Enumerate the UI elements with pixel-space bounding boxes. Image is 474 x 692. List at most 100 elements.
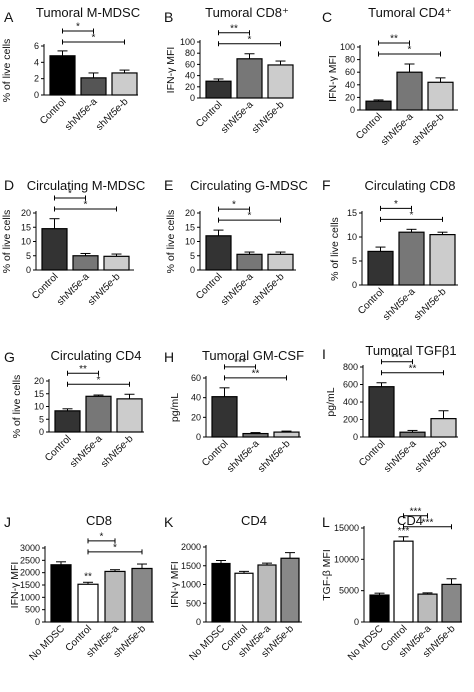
y-tick-label: 0	[196, 617, 201, 627]
bar-significance-label: **	[84, 571, 92, 582]
y-tick-label: 80	[185, 48, 195, 58]
significance-label: ***	[410, 506, 422, 517]
significance-label: ***	[422, 517, 434, 528]
y-tick-label: 0	[354, 617, 359, 627]
panel-letter: F	[322, 177, 331, 193]
panel-letter: K	[164, 514, 174, 530]
y-tick-label: 2000	[181, 542, 201, 552]
bar	[41, 228, 68, 271]
bar	[80, 77, 107, 96]
bar	[398, 231, 425, 286]
chart-panel-f: F Circulating CD8 0 5 10 15 % of live cells Con…	[322, 177, 458, 323]
category-label: Control	[356, 286, 387, 317]
panel-letter: J	[4, 514, 11, 530]
bar	[205, 80, 232, 99]
significance-label: *	[84, 200, 88, 211]
category-label: Control	[38, 96, 69, 127]
y-tick-label: 20	[191, 412, 201, 422]
y-tick-label: 0	[353, 432, 358, 442]
bar	[430, 418, 457, 438]
significance-label: *	[76, 22, 80, 33]
y-tick-label: 1500	[181, 561, 201, 571]
y-tick-label: 0	[190, 93, 195, 103]
significance-label: *	[248, 211, 252, 222]
y-tick-label: 60	[191, 373, 201, 383]
y-tick-label: 0	[26, 265, 31, 275]
y-tick-label: 0	[39, 427, 44, 437]
y-axis-label: % of live cells	[11, 375, 23, 439]
y-tick-label: 2	[34, 74, 39, 84]
y-tick-label: 10	[34, 402, 44, 412]
chart-panel-e: E Circulating G-MDSC 0 5 10 15 20 % of live cel…	[164, 177, 308, 308]
y-tick-label: 80	[345, 55, 355, 65]
chart-title: Tumoral TGFβ1	[365, 343, 456, 358]
category-label: shNt5e-a	[68, 433, 105, 470]
bar	[234, 572, 254, 623]
significance-label: ***	[391, 352, 403, 363]
bar	[417, 593, 438, 623]
y-axis-label: % of live cells	[329, 217, 341, 281]
y-tick-label: 0	[350, 105, 355, 115]
bar	[441, 583, 462, 623]
panel-letter: G	[4, 349, 15, 365]
significance-label: *	[92, 33, 96, 44]
bar	[116, 398, 143, 433]
bar	[368, 386, 395, 438]
bar	[257, 564, 277, 623]
chart-title: Circulating M-MDSC	[27, 178, 145, 193]
category-label: No MDSC	[346, 623, 386, 663]
y-tick-label: 800	[343, 362, 358, 372]
y-tick-label: 1500	[20, 580, 40, 590]
y-axis-label: TGF-β MFI	[321, 549, 333, 601]
y-axis-label: pg/mL	[169, 393, 181, 422]
bar	[111, 72, 138, 96]
panel-letter: D	[4, 177, 14, 193]
y-tick-label: 0	[196, 432, 201, 442]
y-axis-label: % of live cells	[1, 210, 13, 274]
y-tick-label: 0	[35, 617, 40, 627]
bar	[365, 100, 392, 111]
significance-label: **	[230, 23, 238, 34]
y-tick-label: 400	[343, 397, 358, 407]
chart-panel-j: J CD8 0 500 1000 1500 2000 2500 3000 IFN-γ MFI No …	[4, 513, 154, 663]
category-label: Control	[43, 433, 74, 464]
y-tick-label: 20	[34, 376, 44, 386]
chart-title: Circulating CD4	[50, 348, 141, 363]
y-axis-label: % of live cells	[165, 210, 177, 274]
y-tick-label: 2500	[20, 555, 40, 565]
bar	[103, 255, 130, 271]
bar	[429, 234, 456, 286]
y-tick-label: 20	[21, 208, 31, 218]
y-tick-label: 15	[34, 389, 44, 399]
category-label: shNt5e-b	[99, 433, 136, 470]
y-tick-label: 15	[185, 222, 195, 232]
y-tick-label: 10000	[334, 554, 359, 564]
significance-label: *	[97, 375, 101, 386]
category-label: shNt5e-a	[219, 271, 256, 308]
category-label: shNt5e-a	[219, 99, 256, 136]
category-label: shNt5e-a	[63, 96, 100, 133]
significance-label: **	[390, 34, 398, 45]
bar	[427, 81, 454, 111]
significance-label: *	[232, 200, 236, 211]
significance-label: **	[409, 363, 417, 374]
category-label: Control	[194, 99, 225, 130]
category-label: shNt5e-b	[410, 111, 447, 148]
category-label: shNt5e-b	[413, 438, 450, 475]
significance-label: *	[410, 210, 414, 221]
chart-title: Tumoral M-MDSC	[36, 5, 140, 20]
bar	[54, 410, 81, 433]
y-tick-label: 10	[347, 232, 357, 242]
bar	[242, 432, 269, 438]
significance-label: *	[113, 542, 117, 553]
y-tick-label: 40	[185, 71, 195, 81]
y-tick-label: 60	[345, 67, 355, 77]
y-tick-label: 10	[185, 237, 195, 247]
category-label: Control	[200, 438, 231, 469]
y-axis-label: % of live cells	[1, 39, 13, 103]
panel-letter: A	[4, 9, 14, 25]
